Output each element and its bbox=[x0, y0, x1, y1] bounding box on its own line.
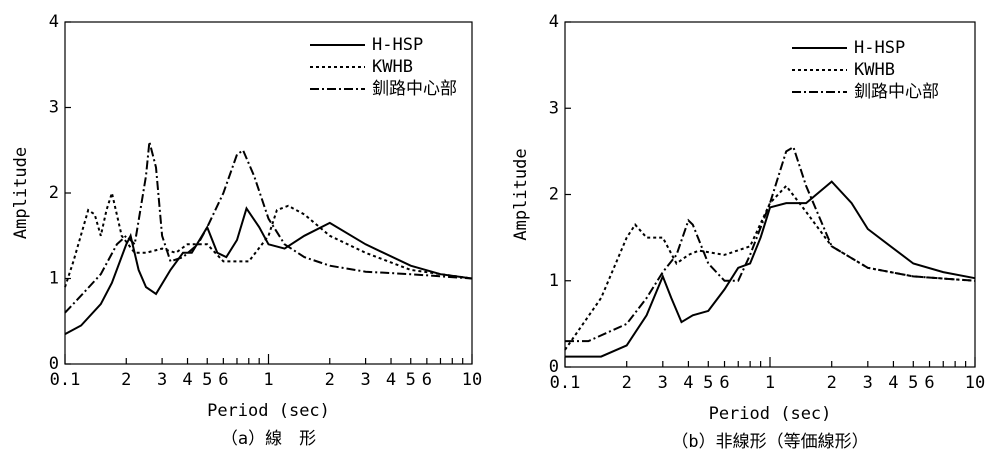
y-tick-label: 2 bbox=[49, 183, 59, 203]
x-tick-label: 4 bbox=[683, 373, 693, 393]
legend-label: H-HSP bbox=[854, 38, 905, 58]
legend-label: H-HSP bbox=[372, 35, 423, 55]
x-tick-label: 4 bbox=[888, 373, 898, 393]
x-tick-label: 2 bbox=[121, 370, 131, 390]
caption: （b）非線形（等価線形） bbox=[671, 432, 868, 452]
legend-label: KWHB bbox=[372, 57, 413, 77]
x-tick-label: 3 bbox=[360, 370, 370, 390]
x-tick-label: 2 bbox=[827, 373, 837, 393]
x-tick-label: 6 bbox=[924, 373, 934, 393]
y-tick-label: 1 bbox=[49, 269, 59, 289]
plot-frame bbox=[564, 21, 976, 368]
x-tick-label: 1 bbox=[263, 370, 273, 390]
x-tick-label: 0.1 bbox=[550, 373, 581, 393]
x-axis-label: Period (sec) bbox=[709, 404, 832, 424]
x-tick-label: 2 bbox=[622, 373, 632, 393]
x-tick-label: 5 bbox=[703, 373, 713, 393]
y-tick-label: 0 bbox=[49, 354, 59, 374]
caption: （a）線 形 bbox=[221, 429, 316, 449]
series-line bbox=[64, 206, 473, 335]
series-line bbox=[64, 141, 473, 314]
x-tick-label: 6 bbox=[218, 370, 228, 390]
y-tick-label: 3 bbox=[49, 98, 59, 118]
x-tick-label: 4 bbox=[182, 370, 192, 390]
y-tick-label: 3 bbox=[549, 98, 559, 118]
y-tick-label: 1 bbox=[549, 271, 559, 291]
legend-label: 釧路中心部 bbox=[854, 82, 939, 102]
x-tick-label: 5 bbox=[406, 370, 416, 390]
x-axis-label: Period (sec) bbox=[207, 401, 330, 421]
x-tick-label: 2 bbox=[325, 370, 335, 390]
series-line bbox=[565, 145, 976, 343]
y-tick-label: 4 bbox=[549, 12, 559, 32]
x-tick-label: 3 bbox=[157, 370, 167, 390]
x-tick-label: 3 bbox=[658, 373, 668, 393]
y-axis-label: Amplitude bbox=[11, 147, 31, 239]
series-line bbox=[64, 189, 473, 288]
x-tick-label: 10 bbox=[965, 373, 985, 393]
x-tick-label: 5 bbox=[202, 370, 212, 390]
y-tick-label: 4 bbox=[49, 12, 59, 32]
x-tick-label: 4 bbox=[386, 370, 396, 390]
y-axis-label: Amplitude bbox=[511, 148, 531, 240]
legend-label: 釧路中心部 bbox=[372, 79, 457, 99]
x-tick-label: 1 bbox=[765, 373, 775, 393]
x-tick-label: 0.1 bbox=[50, 370, 81, 390]
legend-label: KWHB bbox=[854, 60, 895, 80]
x-tick-label: 5 bbox=[908, 373, 918, 393]
y-tick-label: 2 bbox=[549, 185, 559, 205]
x-tick-label: 6 bbox=[422, 370, 432, 390]
x-tick-label: 10 bbox=[462, 370, 482, 390]
x-tick-label: 3 bbox=[863, 373, 873, 393]
series-line bbox=[565, 180, 976, 358]
y-tick-label: 0 bbox=[549, 357, 559, 377]
x-tick-label: 6 bbox=[719, 373, 729, 393]
